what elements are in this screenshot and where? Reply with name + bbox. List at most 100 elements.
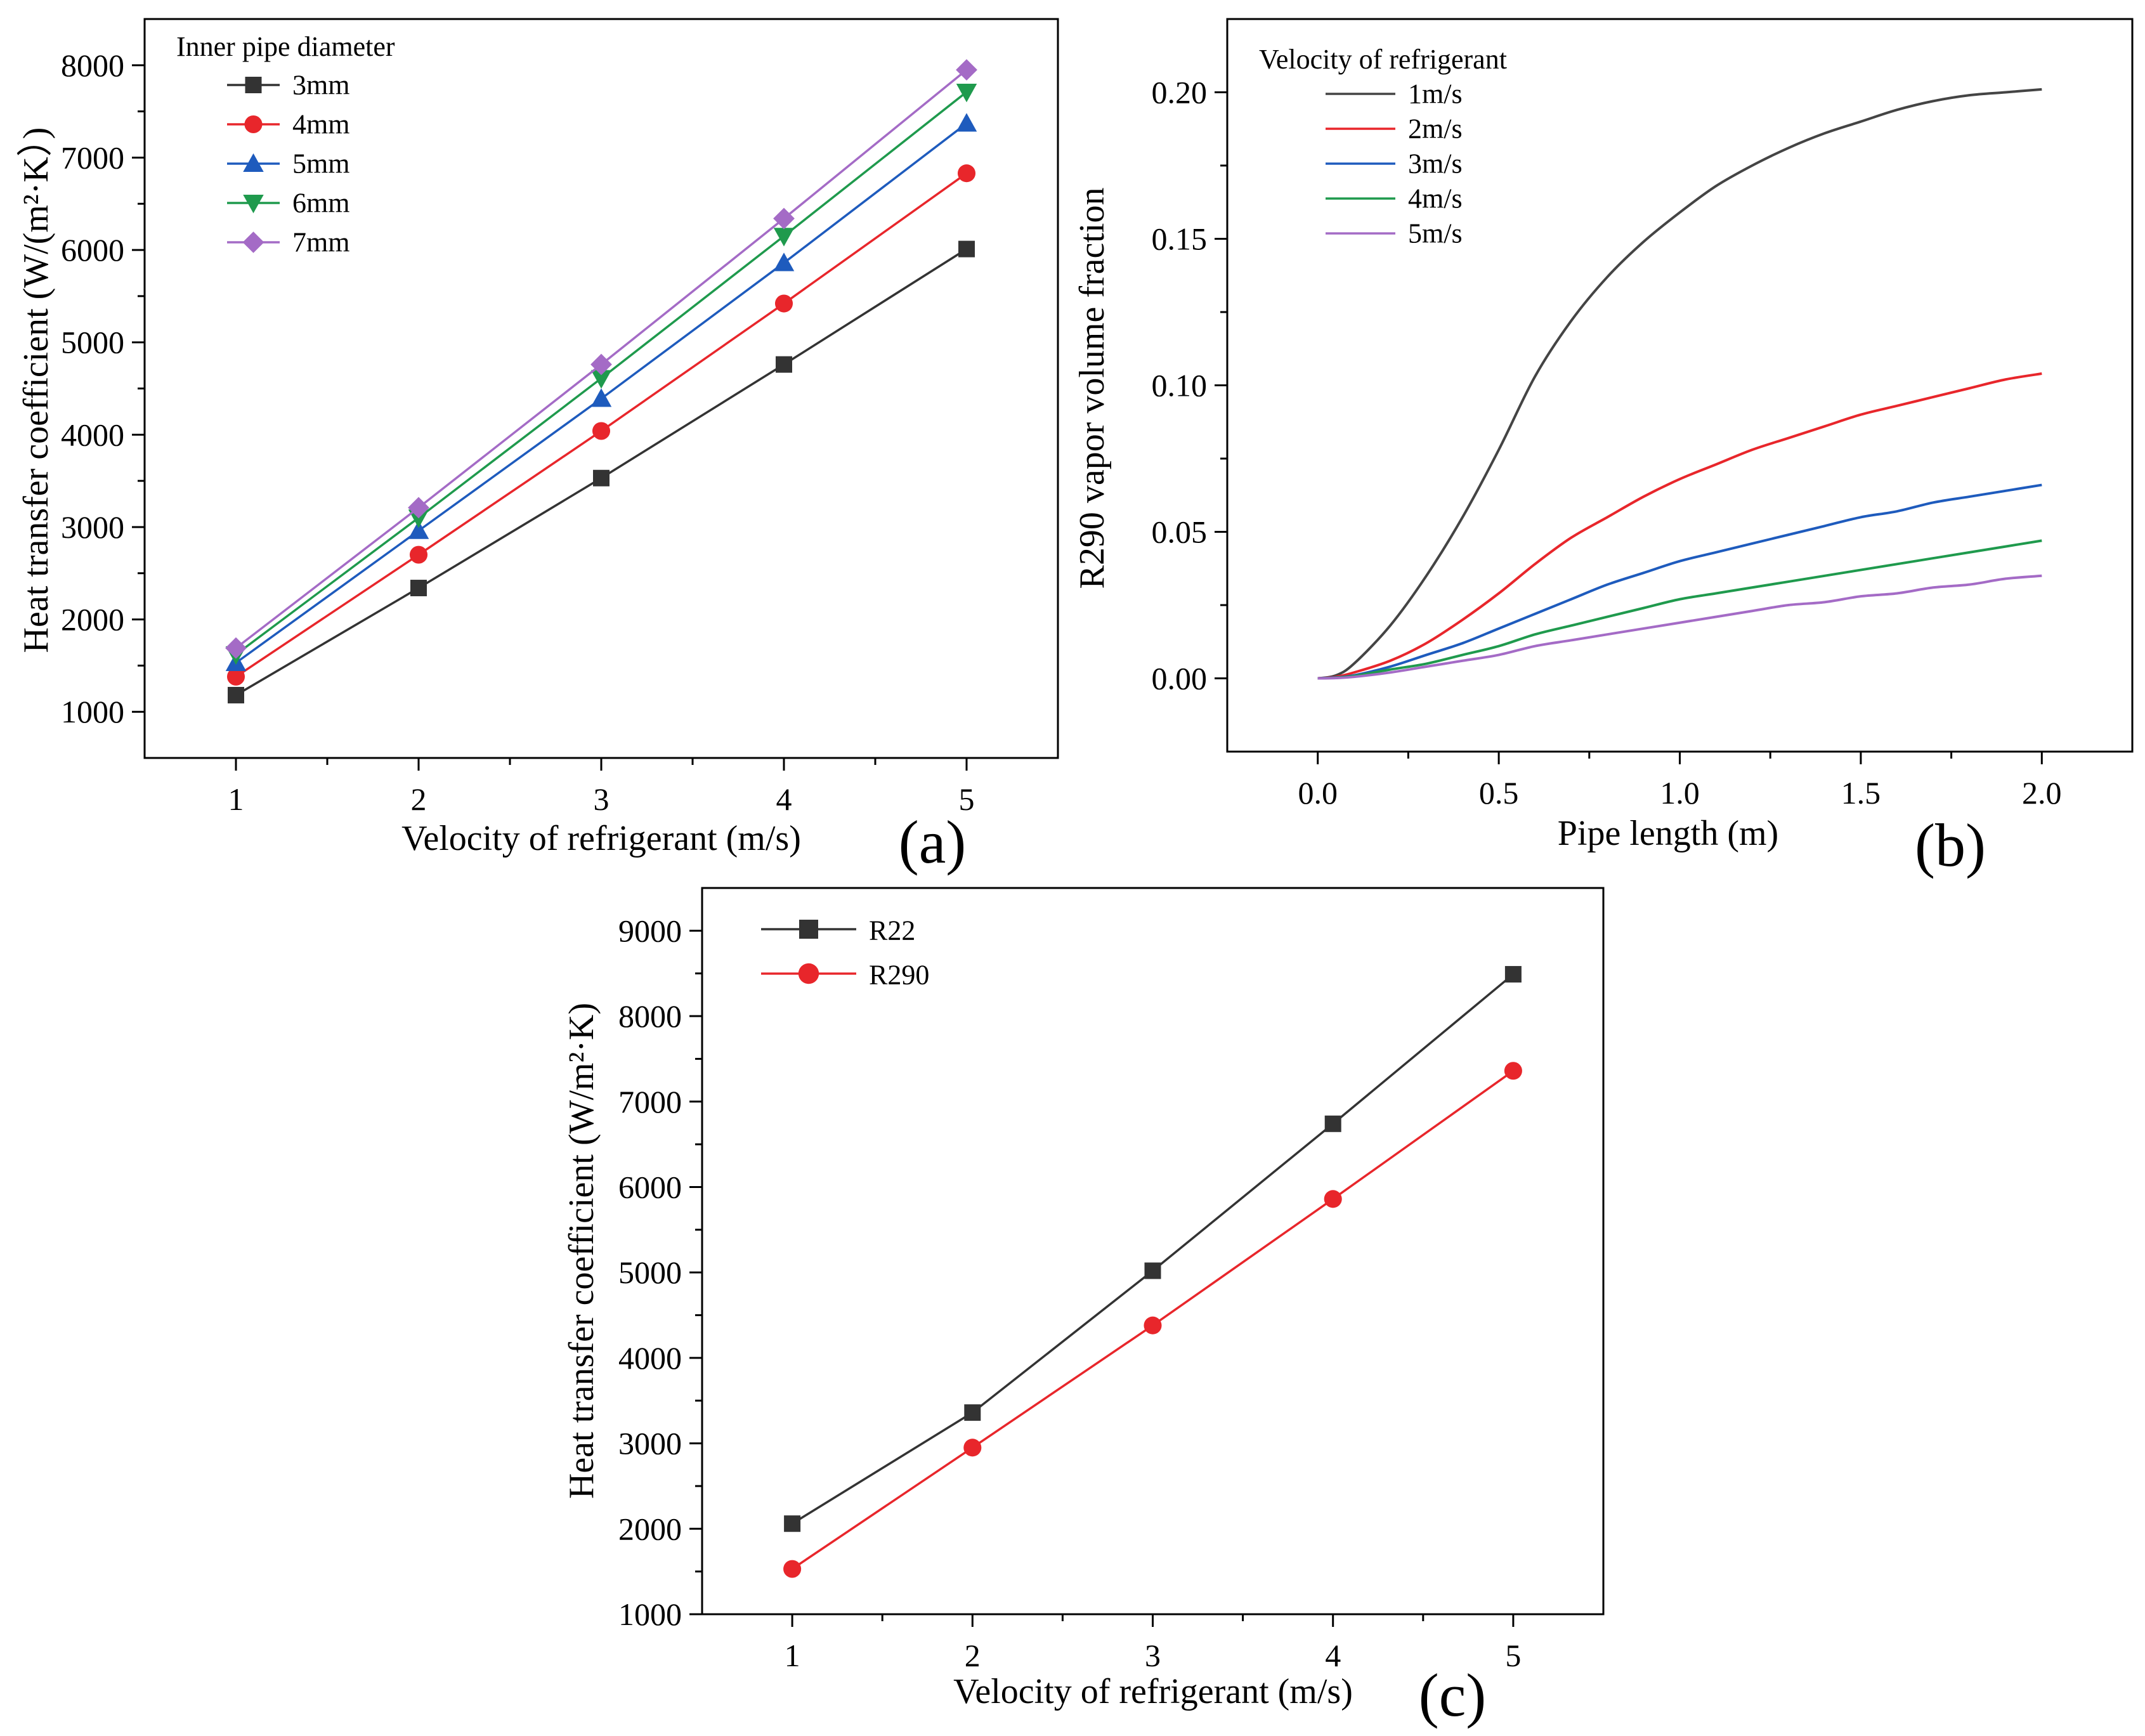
data-point (410, 580, 427, 597)
x-tick-label: 2 (965, 1638, 981, 1673)
data-point (956, 59, 977, 81)
series-1m/s (1317, 88, 2042, 680)
y-tick-label: 2000 (61, 602, 124, 637)
series-curve (1317, 483, 2042, 680)
y-tick-label: 3000 (61, 509, 124, 545)
legend-marker (799, 920, 818, 939)
legend-label: R290 (869, 960, 929, 991)
y-tick-label: 0.15 (1152, 221, 1208, 257)
y-tick-label: 0.05 (1152, 514, 1208, 550)
y-tick-label: 0.20 (1152, 75, 1208, 110)
x-axis-title: Velocity of refrigerant (m/s) (953, 1672, 1353, 1711)
legend-label: 2m/s (1408, 114, 1463, 145)
y-tick-label: 5000 (61, 325, 124, 360)
data-point (226, 667, 245, 686)
data-point (408, 520, 429, 539)
series-4mm (226, 164, 976, 686)
data-point (776, 356, 792, 373)
legend-marker (244, 115, 263, 134)
data-point (408, 509, 429, 528)
legend-label: 5m/s (1408, 218, 1463, 249)
chart-panel-a: 1 2 3 4 5 1000 2000 3000 4000 5000 6000 7000 8000 Vel… (16, 18, 1059, 876)
x-tick-label: 4 (776, 781, 792, 817)
x-tick-label: 0.5 (1479, 775, 1519, 811)
x-axis-title: Velocity of refrigerant (m/s) (401, 819, 801, 858)
legend: R22 R290 (761, 915, 929, 991)
legend-label: 1m/s (1408, 79, 1463, 110)
y-tick-label: 3000 (618, 1426, 682, 1461)
legend-marker (242, 232, 264, 253)
y-axis-title: Heat transfer coefficient (W/m²·K) (562, 1003, 601, 1499)
data-point (783, 1560, 802, 1578)
data-point (956, 113, 977, 132)
series-4m/s (1317, 539, 2042, 680)
plot-frame (701, 887, 1605, 1615)
y-axis-title: R290 vapor volume fraction (1072, 188, 1112, 589)
x-tick-label: 1.0 (1660, 775, 1700, 811)
panel-label: (a) (899, 808, 967, 876)
legend-label: 3mm (292, 70, 349, 101)
data-point (773, 228, 795, 247)
x-tick-label: 2.0 (2022, 775, 2062, 811)
data-point (774, 294, 793, 313)
y-tick-label: 2000 (618, 1511, 682, 1546)
series-curve (1317, 372, 2042, 680)
y-tick-label: 1000 (618, 1596, 682, 1632)
x-tick-label: 1.5 (1841, 775, 1881, 811)
legend-label: R22 (869, 915, 915, 946)
y-tick-label: 7000 (61, 140, 124, 175)
legend-marker (243, 195, 264, 214)
legend-label: 7mm (292, 227, 349, 258)
series-3m/s (1317, 483, 2042, 680)
y-tick-label: 0.00 (1152, 661, 1208, 696)
data-point (958, 240, 975, 258)
data-point (1324, 1115, 1341, 1132)
data-point (963, 1439, 982, 1457)
data-point (1144, 1316, 1162, 1335)
legend-label: 4m/s (1408, 183, 1463, 214)
x-tick-label: 5 (1505, 1638, 1521, 1673)
x-tick-label: 0.0 (1298, 775, 1338, 811)
legend-marker (798, 963, 819, 984)
legend-marker (245, 77, 262, 93)
y-axis-title: Heat transfer coefficient (W/(m²·K）) (16, 127, 56, 653)
chart-panel-b: 0.0 0.5 1.0 1.5 2.0 0.00 0.05 0.10 0.15 0.20 Pipe … (1072, 18, 2134, 879)
data-point (1504, 1062, 1522, 1080)
legend-title: Velocity of refrigerant (1259, 44, 1507, 75)
legend: Inner pipe diameter 3mm 4mm 5mm 6mm 7mm (176, 31, 395, 258)
panel-label: (b) (1915, 811, 1986, 879)
data-point (592, 422, 611, 440)
data-point (773, 207, 795, 230)
y-tick-label: 7000 (618, 1084, 682, 1119)
series-3mm (228, 240, 975, 703)
y-tick-label: 6000 (61, 232, 124, 268)
x-tick-label: 2 (411, 781, 427, 817)
y-tick-label: 8000 (618, 998, 682, 1034)
data-point (784, 1515, 801, 1532)
y-tick-label: 5000 (618, 1255, 682, 1290)
data-point (1324, 1190, 1342, 1208)
data-point (1144, 1262, 1161, 1279)
y-tick-label: 1000 (61, 694, 124, 729)
legend-title: Inner pipe diameter (176, 31, 395, 62)
data-point (409, 545, 428, 564)
data-point (1504, 966, 1522, 983)
data-point (956, 84, 977, 103)
x-tick-label: 3 (594, 781, 610, 817)
panel-label: (c) (1419, 1661, 1487, 1729)
x-tick-label: 1 (228, 781, 244, 817)
legend-label: 3m/s (1408, 148, 1463, 179)
legend-label: 6mm (292, 188, 349, 219)
y-tick-label: 4000 (618, 1340, 682, 1376)
series-7mm (225, 59, 977, 659)
y-tick-label: 9000 (618, 913, 682, 948)
data-point (590, 388, 612, 407)
series-line (792, 973, 1515, 1525)
data-point (408, 497, 429, 519)
x-tick-label: 5 (959, 781, 975, 817)
legend: Velocity of refrigerant 1m/s 2m/s3m/s 4m/s 5… (1259, 44, 1507, 249)
legend-marker (243, 153, 264, 172)
series-5mm (225, 113, 977, 672)
y-tick-label: 8000 (61, 48, 124, 83)
